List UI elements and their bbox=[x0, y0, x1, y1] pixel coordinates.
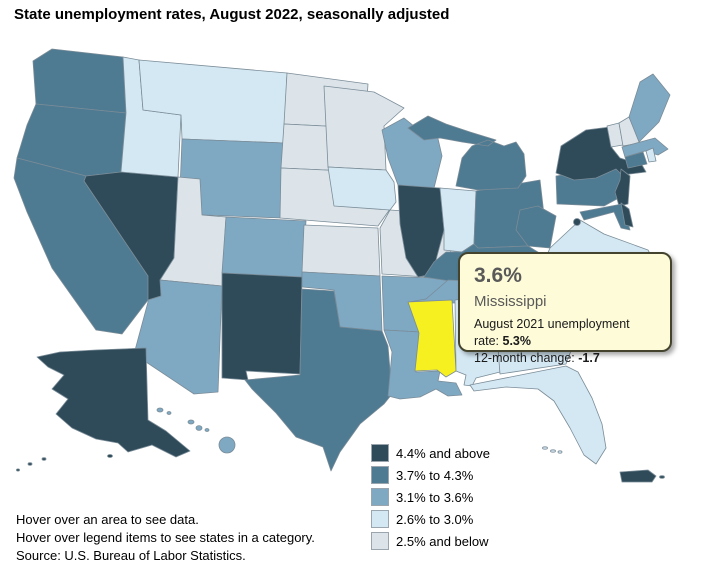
tooltip-state-name: Mississippi bbox=[474, 293, 547, 310]
footnotes: Hover over an area to see data. Hover ov… bbox=[16, 511, 315, 565]
tooltip-change: 12-month change: -1.7 bbox=[474, 350, 658, 367]
state-LA[interactable] bbox=[383, 329, 463, 400]
legend-swatch-5 bbox=[371, 532, 389, 550]
legend-label-3: 3.1% to 3.6% bbox=[396, 489, 474, 505]
legend-item-category-4[interactable]: 2.6% to 3.0% bbox=[371, 510, 490, 528]
state-WV[interactable] bbox=[515, 205, 557, 249]
state-FL-keys[interactable] bbox=[550, 449, 556, 453]
state-NM[interactable] bbox=[221, 272, 303, 381]
state-TX[interactable] bbox=[244, 288, 393, 472]
state-DC[interactable] bbox=[573, 218, 581, 226]
state-ME[interactable] bbox=[628, 73, 671, 143]
legend-swatch-4 bbox=[371, 510, 389, 528]
tooltip-change-value: -1.7 bbox=[578, 351, 600, 365]
footnote-hover-legend: Hover over legend items to see states in… bbox=[16, 530, 315, 545]
state-HI-island[interactable] bbox=[156, 407, 164, 413]
state-IA[interactable] bbox=[327, 166, 397, 211]
state-FL-keys[interactable] bbox=[557, 450, 563, 454]
legend-item-category-1[interactable]: 4.4% and above bbox=[371, 444, 490, 462]
state-AK-island[interactable] bbox=[107, 454, 113, 458]
state-DE[interactable] bbox=[620, 202, 634, 228]
tooltip-rate: 3.6% bbox=[474, 264, 522, 287]
legend-item-category-3[interactable]: 3.1% to 3.6% bbox=[371, 488, 490, 506]
page-title: State unemployment rates, August 2022, s… bbox=[14, 6, 450, 23]
state-CO[interactable] bbox=[221, 216, 307, 278]
footnote-hover-area: Hover over an area to see data. bbox=[16, 512, 199, 527]
state-HI-island[interactable] bbox=[187, 419, 195, 425]
state-CT[interactable] bbox=[624, 151, 648, 169]
legend-swatch-2 bbox=[371, 466, 389, 484]
state-AK-island[interactable] bbox=[41, 457, 47, 461]
state-IN[interactable] bbox=[439, 187, 477, 253]
legend-label-1: 4.4% and above bbox=[396, 445, 490, 461]
state-HI-island[interactable] bbox=[218, 436, 236, 454]
legend-item-category-2[interactable]: 3.7% to 4.3% bbox=[371, 466, 490, 484]
legend-label-5: 2.5% and below bbox=[396, 533, 489, 549]
state-HI-island[interactable] bbox=[195, 425, 203, 431]
tooltip-prior-rate-value: 5.3% bbox=[502, 334, 532, 348]
state-PR[interactable] bbox=[619, 469, 657, 483]
state-HI-island[interactable] bbox=[166, 411, 172, 415]
state-PR-island[interactable] bbox=[659, 475, 665, 479]
tooltip-prior-rate: August 2021 unemployment rate: 5.3% bbox=[474, 316, 658, 350]
state-MI[interactable] bbox=[407, 115, 527, 191]
state-RI[interactable] bbox=[645, 147, 657, 163]
state-AK[interactable] bbox=[36, 347, 191, 458]
legend-swatch-1 bbox=[371, 444, 389, 462]
legend-label-4: 2.6% to 3.0% bbox=[396, 511, 474, 527]
state-AK-island[interactable] bbox=[27, 462, 33, 466]
map-legend: 4.4% and above 3.7% to 4.3% 3.1% to 3.6%… bbox=[371, 444, 490, 554]
state-WA[interactable] bbox=[32, 48, 127, 114]
tooltip-change-label: 12-month change: bbox=[474, 351, 579, 365]
state-KS[interactable] bbox=[301, 224, 381, 277]
tooltip-prior-rate-label: August 2021 unemployment rate: bbox=[474, 317, 630, 348]
state-tooltip: 3.6% Mississippi August 2021 unemploymen… bbox=[458, 252, 672, 365]
state-HI-island[interactable] bbox=[204, 428, 210, 432]
footnote-source: Source: U.S. Bureau of Labor Statistics. bbox=[16, 548, 246, 563]
legend-label-2: 3.7% to 4.3% bbox=[396, 467, 474, 483]
state-FL[interactable] bbox=[469, 365, 607, 465]
state-FL-keys[interactable] bbox=[542, 446, 548, 450]
state-AK-island[interactable] bbox=[15, 468, 20, 472]
legend-item-category-5[interactable]: 2.5% and below bbox=[371, 532, 490, 550]
legend-swatch-3 bbox=[371, 488, 389, 506]
state-MS[interactable] bbox=[407, 299, 457, 378]
